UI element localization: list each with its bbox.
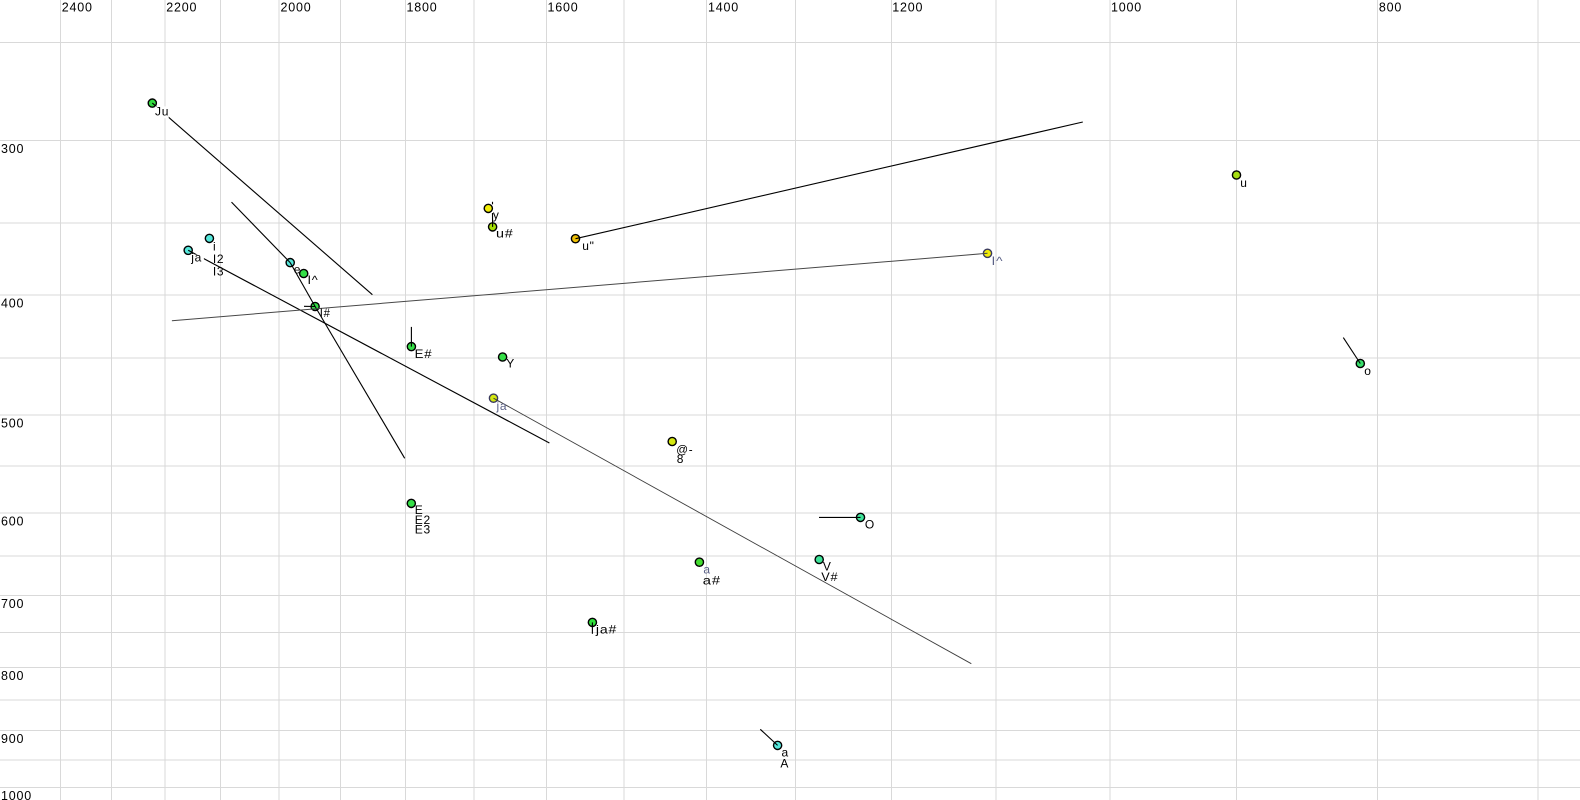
svg-text:@-: @- bbox=[676, 442, 693, 456]
svg-text:O: O bbox=[865, 518, 875, 532]
svg-text:700: 700 bbox=[1, 597, 24, 611]
svg-text:2200: 2200 bbox=[166, 1, 197, 15]
svg-text:Ju: Ju bbox=[155, 104, 169, 118]
svg-text:800: 800 bbox=[1, 669, 24, 683]
svg-text:V#: V# bbox=[821, 570, 838, 584]
svg-text:I^: I^ bbox=[992, 254, 1004, 268]
svg-text:E2: E2 bbox=[415, 513, 431, 527]
svg-text:2000: 2000 bbox=[281, 1, 312, 15]
svg-text:2400: 2400 bbox=[62, 1, 93, 15]
svg-text:y: y bbox=[493, 208, 500, 222]
svg-text:a#: a# bbox=[703, 574, 721, 588]
svg-text:I^: I^ bbox=[308, 273, 319, 287]
svg-text:a: a bbox=[703, 563, 710, 577]
svg-text:ja#: ja# bbox=[595, 623, 617, 637]
svg-text:1200: 1200 bbox=[892, 1, 923, 15]
svg-text:A: A bbox=[780, 756, 789, 770]
svg-text:I#: I# bbox=[320, 306, 331, 320]
svg-text:500: 500 bbox=[1, 416, 24, 430]
svg-text:1800: 1800 bbox=[407, 1, 438, 15]
svg-text:u#: u# bbox=[496, 227, 514, 241]
svg-text:Y: Y bbox=[506, 357, 515, 371]
svg-text:u": u" bbox=[582, 239, 594, 253]
svg-text:o: o bbox=[1364, 364, 1371, 378]
svg-text:i: i bbox=[213, 240, 216, 254]
svg-text:1400: 1400 bbox=[708, 1, 739, 15]
svg-text:900: 900 bbox=[1, 732, 24, 746]
svg-text:8: 8 bbox=[677, 452, 684, 466]
svg-text:I2: I2 bbox=[213, 252, 224, 266]
svg-text:400: 400 bbox=[1, 296, 24, 310]
svg-text:E#: E# bbox=[415, 347, 433, 361]
svg-text:ja: ja bbox=[496, 399, 508, 413]
svg-text:800: 800 bbox=[1379, 1, 1402, 15]
svg-text:E: E bbox=[415, 503, 424, 517]
svg-text:V: V bbox=[823, 560, 832, 574]
svg-text:u: u bbox=[1240, 176, 1247, 190]
svg-text:1000: 1000 bbox=[1, 789, 32, 800]
svg-text:1600: 1600 bbox=[548, 1, 579, 15]
svg-text:600: 600 bbox=[1, 514, 24, 528]
svg-text:300: 300 bbox=[1, 142, 24, 156]
svg-text:E3: E3 bbox=[415, 523, 431, 537]
svg-text:I3: I3 bbox=[213, 264, 224, 278]
svg-text:1000: 1000 bbox=[1111, 1, 1142, 15]
svg-text:a: a bbox=[782, 746, 789, 760]
svg-text:ja: ja bbox=[190, 251, 202, 265]
svg-text:e: e bbox=[294, 262, 301, 276]
